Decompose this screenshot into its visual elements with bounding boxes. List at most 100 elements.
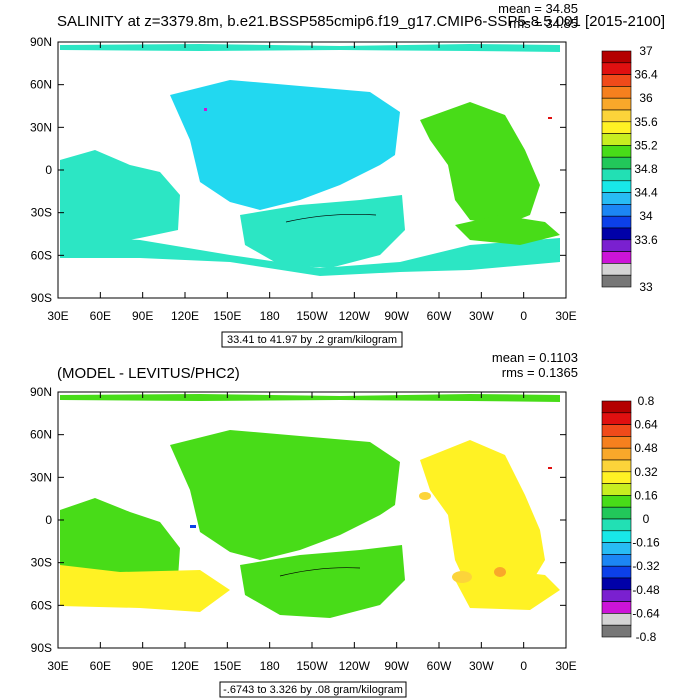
colorbar-label: 0.16 xyxy=(634,488,658,502)
colorbar-swatch xyxy=(601,577,632,591)
panel-1-title: SALINITY at z=3379.8m, b.e21.BSSP585cmip… xyxy=(57,13,665,30)
colorbar-swatch xyxy=(601,50,632,64)
y-tick-label: 60N xyxy=(30,428,52,442)
colorbar-swatch xyxy=(601,263,632,276)
y-tick-label: 30S xyxy=(31,556,52,570)
colorbar-label: 0.64 xyxy=(634,418,658,432)
panel-1-rms: rms = 34.85 xyxy=(509,16,578,31)
panel-2-rms: rms = 0.1365 xyxy=(502,365,578,380)
y-tick-label: 90N xyxy=(30,35,52,49)
colorbar-swatch xyxy=(601,518,632,532)
colorbar-swatch xyxy=(601,62,632,75)
colorbar-swatch xyxy=(601,192,632,205)
x-tick-label: 150E xyxy=(213,659,241,673)
x-tick-label: 30W xyxy=(469,659,494,673)
colorbar-swatch xyxy=(601,239,632,252)
panel-2-x-axis: 30E 60E 90E 120E 150E 180 150W 120W 90W 60W 30W 0 30… xyxy=(47,659,576,673)
panel-2-contour-info: -.6743 to 3.326 by .08 gram/kilogram xyxy=(223,684,403,696)
colorbar-label: 34.8 xyxy=(634,162,658,176)
x-tick-label: 90W xyxy=(384,659,409,673)
x-tick-label: 0 xyxy=(520,309,527,323)
colorbar-label: -0.32 xyxy=(632,559,660,573)
colorbar-swatch xyxy=(601,274,632,288)
colorbar-label: 0.32 xyxy=(634,465,658,479)
colorbar-label: 35.2 xyxy=(634,138,658,152)
colorbar-swatch xyxy=(601,506,632,520)
panel-2: (MODEL - LEVITUS/PHC2) mean = 0.1103 rms… xyxy=(30,350,660,698)
colorbar-label: 0 xyxy=(643,512,650,526)
colorbar-swatch xyxy=(601,530,632,543)
colorbar-swatch xyxy=(601,471,632,484)
colorbar-swatch xyxy=(601,624,632,638)
panel-1: SALINITY at z=3379.8m, b.e21.BSSP585cmip… xyxy=(30,1,665,348)
colorbar-swatch xyxy=(601,554,632,567)
x-tick-label: 120W xyxy=(339,659,371,673)
x-tick-label: 90E xyxy=(132,659,153,673)
colorbar-label: 33.6 xyxy=(634,233,658,247)
y-tick-label: 90N xyxy=(30,385,52,399)
y-tick-label: 30N xyxy=(30,120,52,134)
panel-1-mean: mean = 34.85 xyxy=(498,1,578,16)
panel-2-title: (MODEL - LEVITUS/PHC2) xyxy=(57,365,240,382)
x-tick-label: 180 xyxy=(260,659,280,673)
x-tick-label: 90E xyxy=(132,309,153,323)
colorbar-swatch xyxy=(601,412,632,425)
x-tick-label: 120E xyxy=(171,659,199,673)
x-tick-label: 30E xyxy=(47,659,68,673)
x-tick-label: 60E xyxy=(90,659,111,673)
panel-1-contour-info: 33.41 to 41.97 by .2 gram/kilogram xyxy=(227,334,397,346)
colorbar-swatch xyxy=(601,447,632,461)
x-tick-label: 30E xyxy=(555,309,576,323)
colorbar-swatch xyxy=(601,542,632,555)
y-tick-label: 60S xyxy=(31,598,52,612)
colorbar-swatch xyxy=(601,227,632,241)
colorbar-swatch xyxy=(601,145,632,158)
colorbar-label: 37 xyxy=(639,44,653,58)
colorbar-label: -0.48 xyxy=(632,583,660,597)
y-tick-label: 60N xyxy=(30,78,52,92)
panel-1-colorbar: 37 36.4 36 35.6 35.2 34.8 34.4 34 33.6 33 xyxy=(601,44,658,294)
colorbar-swatch xyxy=(601,459,632,473)
x-tick-label: 150W xyxy=(296,659,328,673)
x-tick-label: 60W xyxy=(427,309,452,323)
x-tick-label: 120W xyxy=(339,309,371,323)
colorbar-label: 34 xyxy=(639,209,653,223)
x-tick-label: 150E xyxy=(213,309,241,323)
y-tick-label: 30N xyxy=(30,470,52,484)
colorbar-label: 0.8 xyxy=(638,394,655,408)
colorbar-swatch xyxy=(601,215,632,229)
colorbar-label: 33 xyxy=(639,280,653,294)
panel-2-contour-info-box xyxy=(219,681,407,698)
colorbar-swatch xyxy=(601,565,632,579)
panel-1-map xyxy=(60,44,560,276)
x-tick-label: 180 xyxy=(260,309,280,323)
colorbar-swatch xyxy=(601,424,632,437)
colorbar-swatch xyxy=(601,204,632,217)
panel-1-y-axis: 90N 60N 30N 0 30S 60S 90S xyxy=(30,35,52,305)
colorbar-swatch xyxy=(601,400,632,414)
panel-2-y-axis: 90N 60N 30N 0 30S 60S 90S xyxy=(30,385,52,655)
colorbar-label: 36 xyxy=(639,91,653,105)
colorbar-label: -0.8 xyxy=(636,630,657,644)
panel-2-ticks xyxy=(57,391,567,649)
x-tick-label: 30E xyxy=(555,659,576,673)
colorbar-swatch xyxy=(601,251,632,264)
x-tick-label: 150W xyxy=(296,309,328,323)
colorbar-swatch xyxy=(601,168,632,182)
x-tick-label: 120E xyxy=(171,309,199,323)
panel-2-colorbar: 0.8 0.64 0.48 0.32 0.16 0 -0.16 -0.32 -0.48 -0.64… xyxy=(601,394,660,644)
y-tick-label: 90S xyxy=(31,291,52,305)
colorbar-label: -0.16 xyxy=(632,536,660,550)
panel-2-map xyxy=(60,394,560,618)
x-tick-label: 60E xyxy=(90,309,111,323)
colorbar-swatch xyxy=(601,436,632,449)
colorbar-label: 36.4 xyxy=(634,68,658,82)
colorbar-swatch xyxy=(601,601,632,614)
panel-1-x-axis: 30E 60E 90E 120E 150E 180 150W 120W 90W 60W 30W 0 30… xyxy=(47,309,576,323)
colorbar-swatch xyxy=(601,74,632,87)
colorbar-swatch xyxy=(601,483,632,496)
y-tick-label: 90S xyxy=(31,641,52,655)
y-tick-label: 0 xyxy=(45,513,52,527)
panel-1-ticks xyxy=(57,41,567,299)
